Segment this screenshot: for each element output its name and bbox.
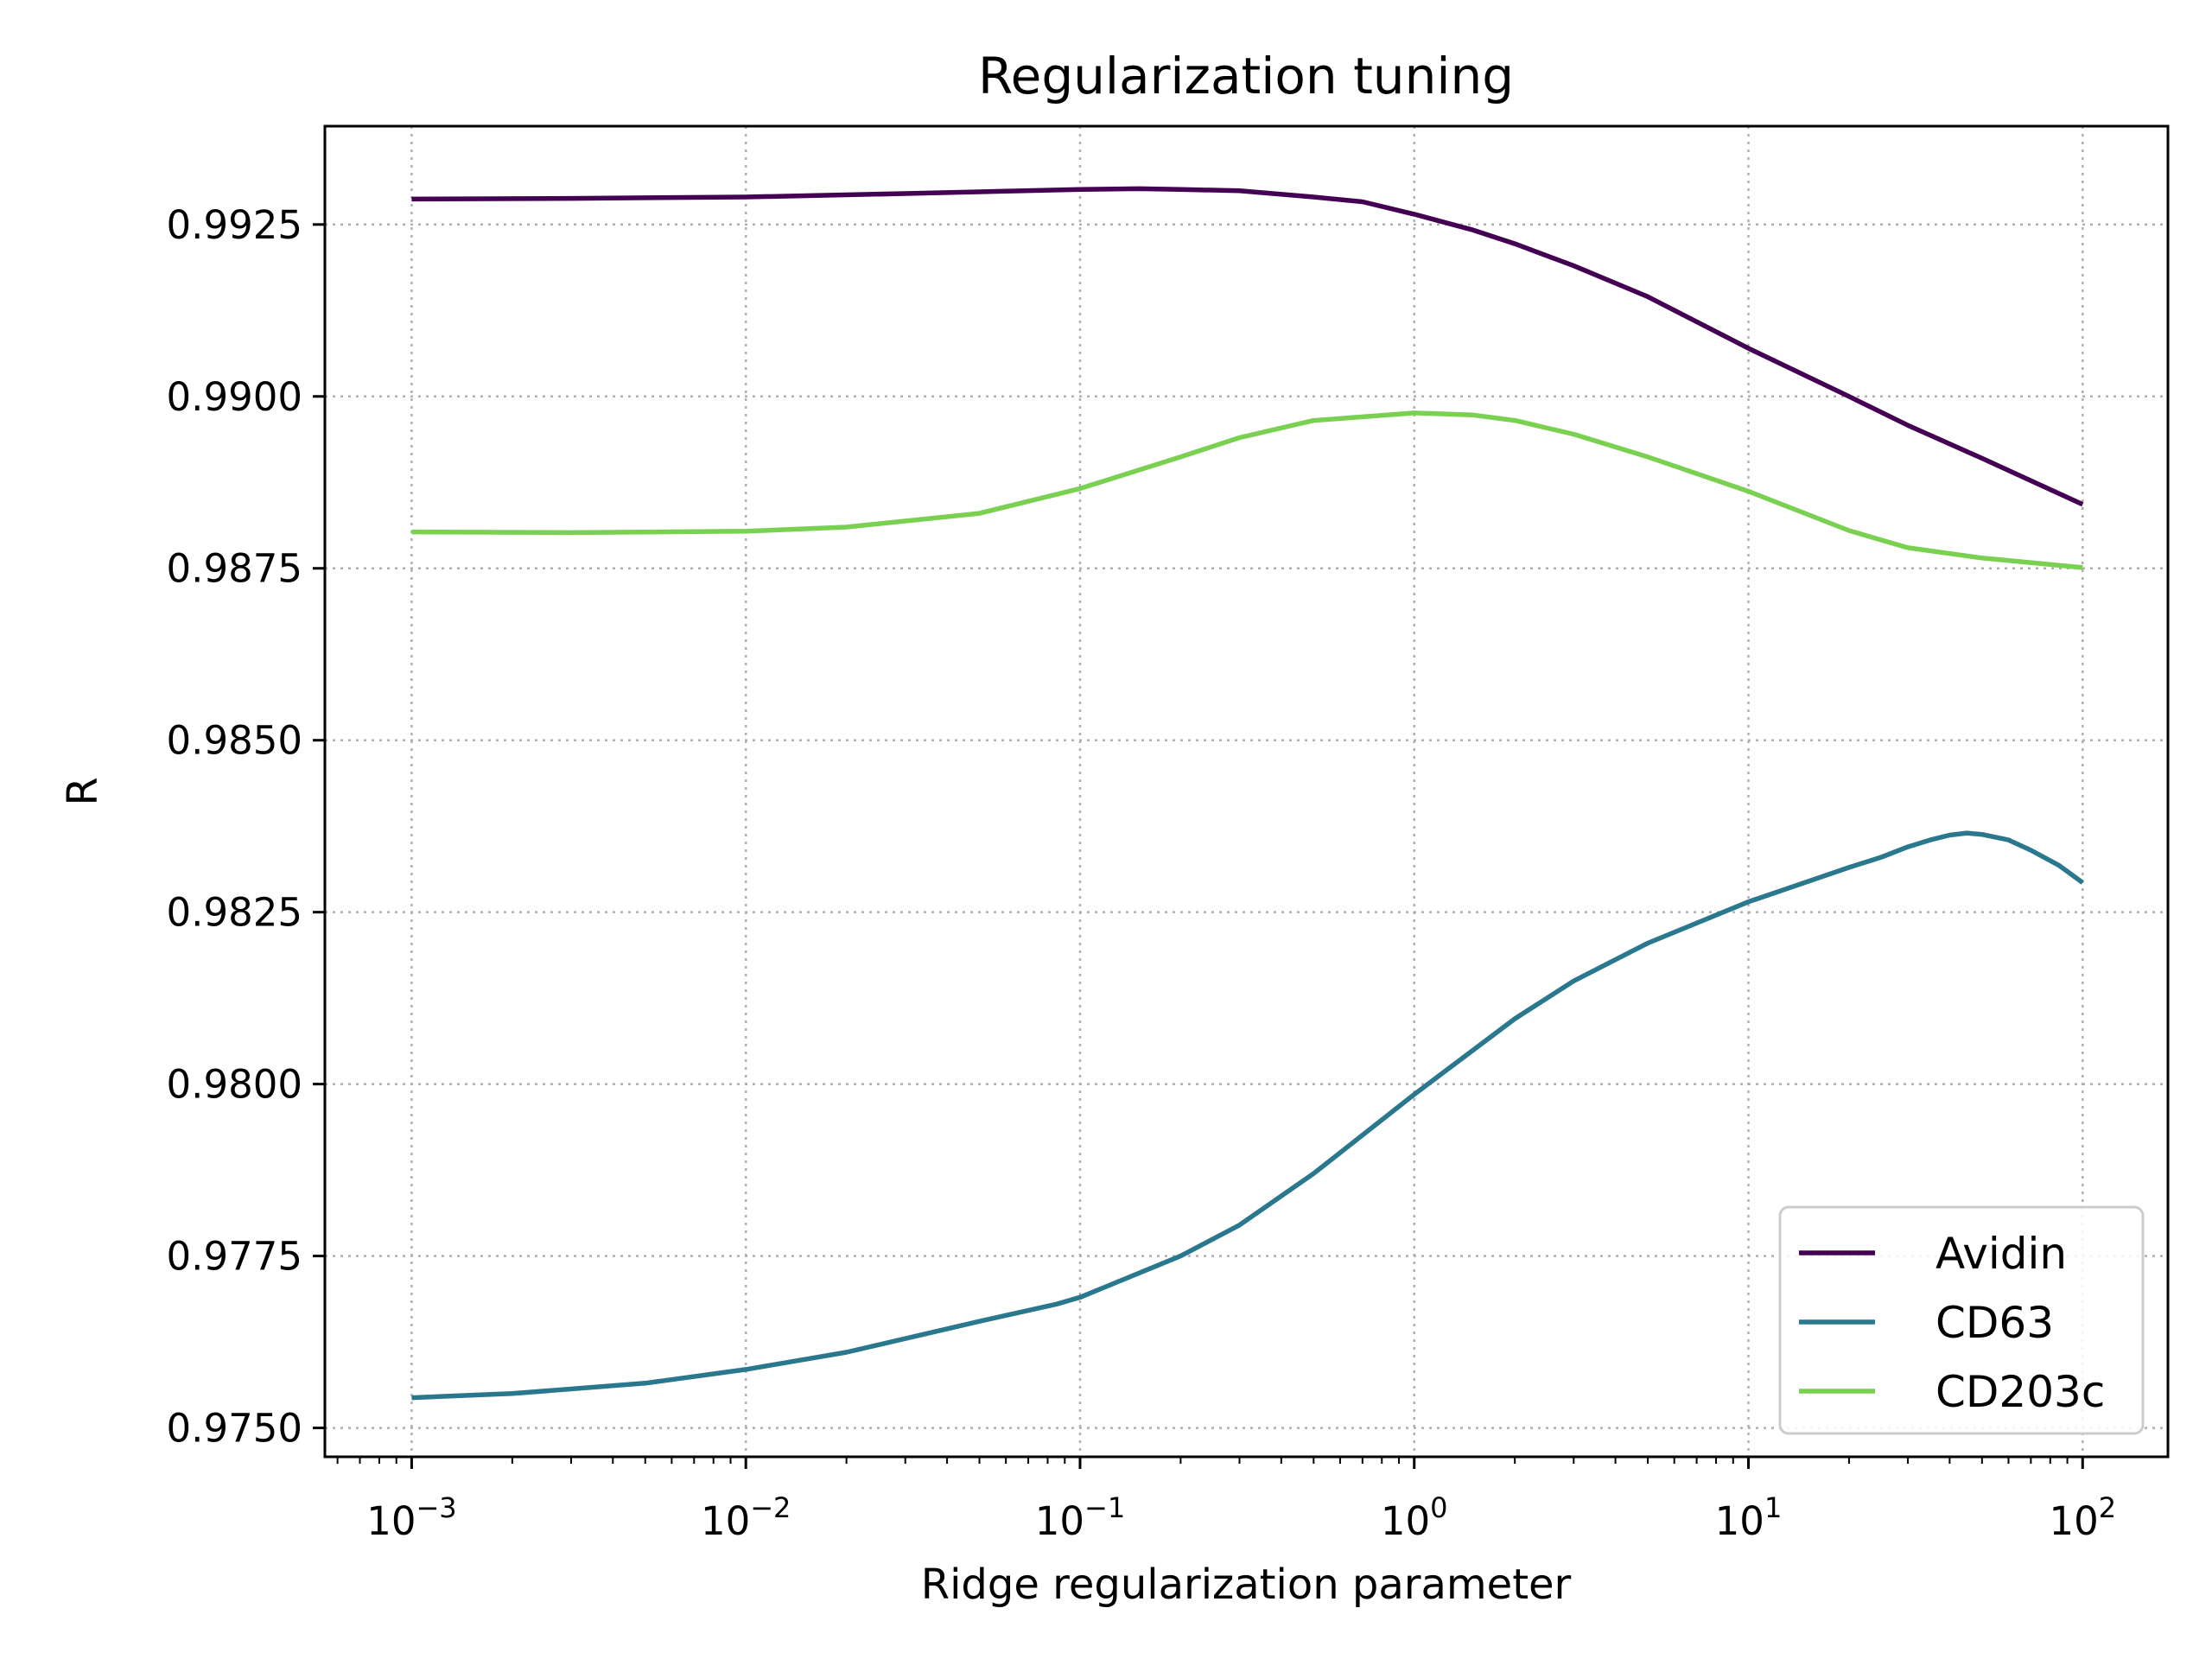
legend-box [1778,1205,2145,1435]
x-tick-base: 10 [701,1498,750,1544]
x-tick-exponent: 2 [2099,1491,2116,1524]
x-axis-label: Ridge regularization parameter [921,1560,1572,1609]
x-tick-exponent: 0 [1430,1491,1447,1524]
y-tick-label: 0.9750 [167,1406,302,1452]
x-tick-label: 100 [1381,1491,1448,1544]
legend: Avidin CD63 CD203c [1778,1205,2145,1435]
x-tick-exponent: −1 [1084,1491,1125,1524]
y-tick-label: 0.9775 [167,1234,302,1280]
y-tick-label: 0.9925 [167,202,302,248]
x-tick-label: 102 [2049,1491,2116,1544]
x-tick-base: 10 [366,1498,416,1544]
legend-label-cd63: CD63 [1936,1298,2054,1348]
x-tick-base: 10 [1381,1498,1430,1544]
y-tick-label: 0.9800 [167,1062,302,1108]
series-line-cd203c [411,410,2083,570]
x-tick-exponent: −2 [750,1491,791,1524]
legend-label-avidin: Avidin [1936,1229,2067,1279]
x-tick-label: 101 [1715,1491,1783,1544]
plot-frame [323,124,2170,1459]
legend-label-cd203c: CD203c [1936,1367,2105,1417]
series-line-avidin [411,186,2084,507]
x-tick-exponent: −3 [416,1491,456,1524]
x-tick-base: 10 [1715,1498,1764,1544]
ticks: 0.9750 0.9775 0.9800 0.9825 0.9850 0.9875 0.99… [167,202,2117,1544]
x-tick-base: 10 [2049,1498,2098,1544]
y-tick-label: 0.9900 [167,374,302,420]
y-tick-label: 0.9825 [167,890,302,936]
y-axis-label: R [59,777,107,805]
x-tick-base: 10 [1035,1498,1084,1544]
series-lines [411,186,2084,1401]
series-line-cd63 [411,830,2084,1401]
x-tick-label: 10−3 [366,1491,456,1544]
x-tick-label: 10−1 [1035,1491,1125,1544]
chart-title: Regularization tuning [978,47,1514,105]
x-tick-exponent: 1 [1764,1491,1782,1524]
x-tick-label: 10−2 [701,1491,791,1544]
y-tick-label: 0.9850 [167,718,302,764]
y-tick-label: 0.9875 [167,546,302,592]
